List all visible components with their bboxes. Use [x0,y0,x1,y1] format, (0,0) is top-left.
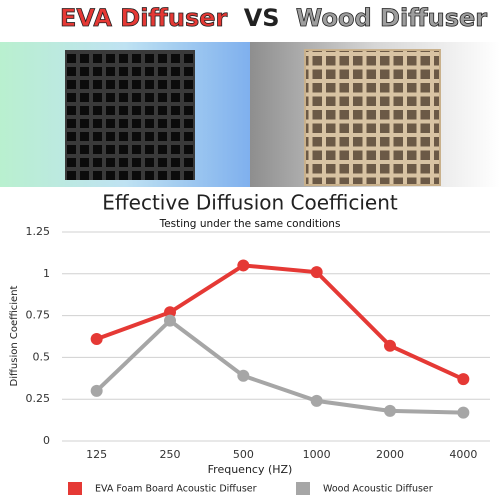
legend-swatch [68,482,82,495]
x-tick-label: 4000 [449,448,477,461]
legend-label: Wood Acoustic Diffuser [323,484,433,495]
series-line [95,317,464,415]
header-title: EVA Diffuser VS Wood Diffuser [60,4,487,32]
data-point [164,314,176,327]
data-point [237,369,250,382]
data-point [384,339,396,352]
x-tick-label: 250 [160,448,181,461]
wood-diffuser-image [304,49,441,186]
x-tick-label: 1000 [303,448,331,461]
y-axis-label: Diffusion Coefficient [9,285,20,386]
chart-subtitle: Testing under the same conditions [159,218,341,230]
data-point [90,384,103,397]
x-axis-label: Frequency (HZ) [208,463,293,476]
data-point [310,394,323,407]
data-point [384,404,396,417]
left-title: EVA Diffuser [60,4,228,32]
data-point [310,266,323,279]
x-tick-label: 500 [233,448,254,461]
data-point [164,306,176,319]
chart-title: Effective Diffusion Coefficient [102,191,398,215]
legend-label: EVA Foam Board Acoustic Diffuser [95,484,257,495]
y-tick-label: 0.75 [26,309,51,322]
vs-text: VS [244,4,280,32]
y-tick-label: 0.5 [33,350,51,363]
x-tick-label: 125 [86,448,107,461]
data-point [237,259,250,272]
legend-swatch [296,482,310,495]
data-point [457,373,470,386]
y-tick-label: 1 [43,267,50,280]
series-line [95,263,465,381]
data-point [457,406,470,419]
y-tick-label: 0.25 [26,392,51,405]
right-title: Wood Diffuser [296,4,487,32]
x-tick-label: 2000 [376,448,404,461]
y-tick-label: 0 [43,434,50,447]
data-point [90,333,103,346]
eva-diffuser-image [65,50,195,180]
y-tick-label: 1.25 [26,225,51,238]
